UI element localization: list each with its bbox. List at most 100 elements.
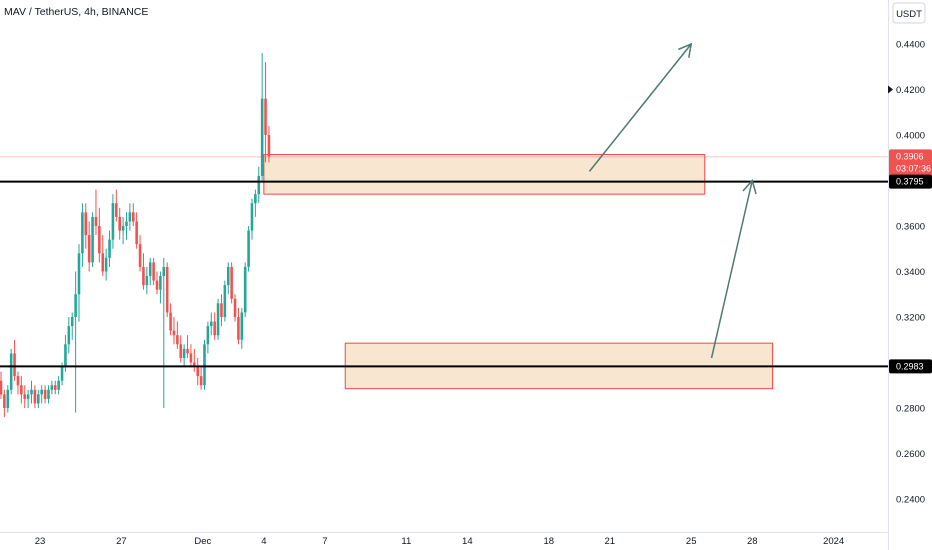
candle-body (0, 380, 3, 395)
countdown-label: 03:07:36 (896, 163, 931, 173)
candle-body (33, 389, 37, 404)
zones-layer (0, 154, 888, 390)
candle-body (37, 394, 40, 404)
candle-body (206, 326, 210, 345)
candle-body (250, 203, 254, 231)
candle-body (125, 221, 128, 226)
candle-body (47, 389, 50, 399)
candle-body (247, 230, 250, 267)
candle-body (128, 212, 132, 222)
candle-body (121, 226, 125, 231)
level-low-label: 0.2983 (896, 361, 924, 371)
candle-body (115, 203, 118, 217)
candle-body (9, 353, 13, 390)
candle-body (182, 348, 186, 358)
current-price-label: 0.3906 (896, 151, 924, 161)
time-tick-label: 7 (322, 536, 327, 547)
arrows-layer (588, 42, 757, 359)
candle-body (230, 266, 233, 299)
time-tick-label: 4 (261, 536, 266, 547)
candle-body (196, 367, 200, 377)
time-tick-label: 27 (116, 536, 127, 547)
arrow-head-icon (677, 42, 693, 58)
time-axis[interactable]: 23 27 Dec 4 7 11 14 18 21 25 28 2024 (35, 536, 845, 547)
candle-body (91, 216, 94, 263)
candle-body (111, 203, 115, 240)
price-tick-label: 0.4000 (896, 131, 925, 142)
level-high-label: 0.3795 (896, 177, 924, 187)
trend-arrow-1 (588, 43, 692, 172)
time-tick-label: 21 (605, 536, 616, 547)
candle-body (165, 266, 169, 313)
candle-body (220, 303, 223, 317)
candle-body (98, 226, 101, 254)
candle-body (233, 298, 237, 317)
candle-body (6, 389, 10, 408)
candle-body (193, 362, 196, 368)
price-tick-label: 0.3200 (896, 313, 925, 324)
candle-body (13, 353, 16, 377)
candle-body (264, 98, 267, 135)
candle-body (148, 262, 152, 277)
price-scale-marker-icon (888, 85, 893, 94)
candle-body (199, 376, 203, 386)
currency-button[interactable] (892, 2, 926, 24)
candle-body (189, 353, 193, 363)
time-tick-label: 11 (401, 536, 411, 547)
chart-title: MAV / TetherUS, 4h, BINANCE (4, 6, 148, 18)
candle-body (162, 266, 166, 277)
candle-body (30, 389, 33, 395)
candle-body (70, 317, 74, 327)
candle-body (67, 326, 71, 345)
candle-body (138, 244, 142, 267)
currency-label: USDT (896, 9, 922, 20)
candle-body (43, 389, 47, 399)
time-tick-label: 23 (35, 536, 46, 547)
price-tick-label: 0.2800 (896, 404, 925, 415)
candle-body (159, 276, 162, 290)
price-tick-label: 0.2600 (896, 449, 925, 460)
candle-body (23, 394, 27, 399)
candle-body (3, 394, 6, 408)
time-tick-label: 25 (686, 536, 697, 547)
candle-body (135, 221, 138, 245)
candle-body (243, 266, 247, 313)
candle-body (237, 317, 240, 340)
candle-body (40, 389, 43, 395)
candle-body (77, 253, 81, 295)
price-tick-label: 0.3600 (896, 222, 925, 233)
trend-arrow-2 (710, 180, 753, 359)
candle-body (186, 348, 189, 354)
candle-body (118, 216, 121, 231)
candle-body (108, 239, 111, 258)
candle-body (257, 175, 261, 195)
time-tick-label: 28 (747, 536, 758, 547)
candle-body (176, 335, 179, 345)
candle-body (104, 257, 108, 272)
candle-body (254, 194, 257, 204)
candles-layer (0, 53, 271, 418)
zone-box-1 (263, 154, 706, 195)
time-tick-label: 2024 (823, 536, 844, 547)
candle-body (209, 321, 213, 327)
level-high-tag (889, 174, 932, 189)
candle-body (87, 235, 91, 263)
candle-body (60, 367, 64, 381)
current-price-tag (889, 149, 932, 178)
price-tick-label: 0.4400 (896, 40, 925, 51)
time-tick-label: Dec (194, 536, 211, 547)
candle-body (226, 266, 230, 286)
levels-layer (0, 180, 888, 368)
arrow-head-icon (742, 178, 757, 195)
candle-body (216, 303, 220, 336)
candle-body (142, 266, 145, 286)
candle-body (240, 312, 244, 340)
candle-body (131, 212, 135, 222)
price-tick-label: 0.4200 (896, 85, 925, 96)
candle-body (152, 262, 155, 281)
candle-body (203, 344, 206, 386)
candle-body (53, 385, 57, 390)
candle-body (26, 394, 30, 399)
